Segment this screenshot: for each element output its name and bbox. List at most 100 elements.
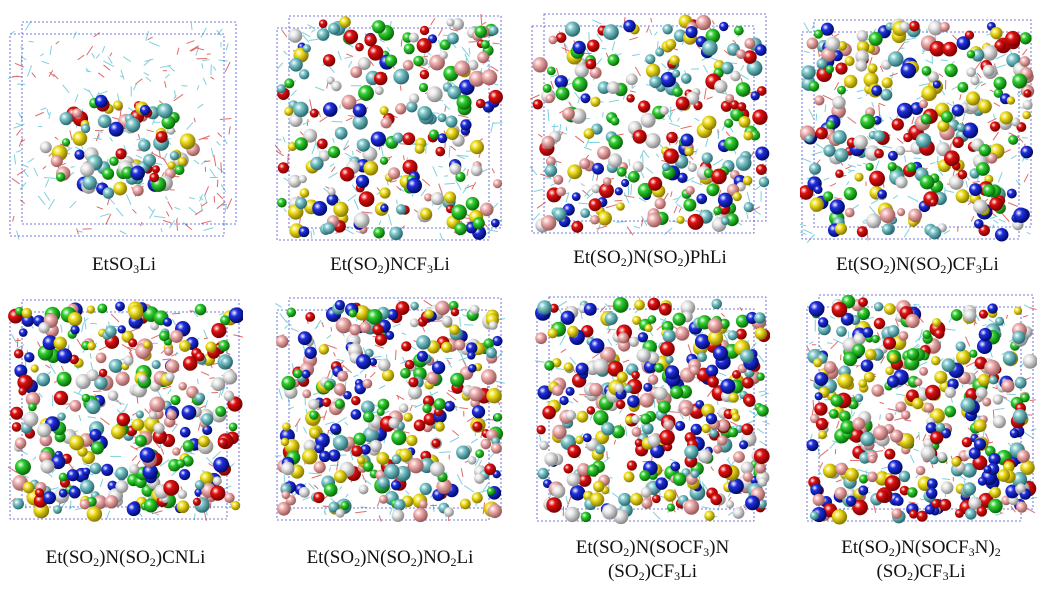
bond — [106, 511, 109, 520]
atom — [922, 330, 931, 339]
atom — [340, 501, 349, 510]
atom — [105, 326, 117, 338]
bond — [319, 111, 321, 117]
atom — [391, 430, 406, 445]
atom — [969, 350, 977, 358]
bond — [123, 57, 131, 62]
atom — [605, 312, 618, 325]
bond — [897, 138, 903, 143]
atom — [818, 317, 828, 327]
bond — [759, 355, 765, 362]
atom — [920, 175, 935, 190]
bond — [96, 54, 99, 59]
bond — [310, 99, 312, 111]
atom — [420, 208, 432, 220]
bond — [432, 113, 439, 114]
bond — [593, 172, 595, 181]
atom — [1013, 207, 1029, 223]
atom — [422, 404, 431, 413]
atom — [392, 509, 405, 522]
atom — [299, 226, 310, 237]
atom — [377, 408, 385, 416]
atom — [1016, 501, 1027, 512]
bond — [719, 373, 726, 376]
atom — [861, 359, 874, 372]
atom — [532, 57, 547, 72]
atom — [1019, 32, 1031, 44]
atom — [456, 445, 470, 459]
atom — [183, 356, 198, 371]
bond — [694, 118, 699, 121]
atom — [926, 487, 937, 498]
atom — [393, 132, 404, 143]
atom — [572, 192, 581, 201]
caption-text: Li — [433, 254, 450, 275]
atom — [721, 217, 729, 225]
atom — [930, 431, 943, 444]
atom — [402, 132, 415, 145]
atom — [960, 398, 975, 413]
atom — [908, 208, 922, 222]
atom — [353, 433, 366, 446]
atom — [487, 487, 495, 495]
atom — [15, 459, 31, 475]
bond — [75, 94, 78, 102]
atom — [867, 471, 878, 482]
bond — [311, 231, 312, 239]
atom — [993, 394, 1003, 404]
atom — [179, 340, 191, 352]
atom — [713, 445, 722, 454]
atom — [951, 309, 963, 321]
atom — [472, 421, 482, 431]
bond — [197, 379, 198, 384]
atom — [858, 379, 867, 388]
atom — [486, 347, 497, 358]
atom — [409, 33, 419, 43]
atom — [973, 199, 988, 214]
bond — [339, 486, 341, 489]
atom — [299, 487, 310, 498]
atom — [37, 423, 51, 437]
atom — [922, 66, 932, 76]
bond — [16, 130, 20, 136]
atom — [570, 485, 585, 500]
atom — [988, 499, 1003, 514]
atom — [170, 395, 180, 405]
atom — [167, 410, 177, 420]
bond — [221, 162, 222, 173]
bond — [84, 317, 86, 329]
bond — [126, 194, 131, 204]
atom — [177, 500, 190, 513]
bond — [905, 420, 912, 421]
atom — [415, 144, 425, 154]
bond — [914, 449, 919, 451]
bond — [581, 183, 585, 185]
bond — [49, 70, 53, 76]
bond — [905, 38, 916, 40]
atom — [408, 386, 422, 400]
atom — [607, 81, 620, 94]
atom — [939, 499, 951, 511]
atom — [865, 349, 876, 360]
bond — [566, 496, 568, 506]
bond — [802, 158, 810, 162]
atom — [401, 341, 411, 351]
atom — [814, 95, 824, 105]
bond — [1024, 305, 1030, 308]
atom — [109, 359, 123, 373]
bond — [177, 48, 179, 55]
bond — [168, 389, 171, 394]
atom — [756, 373, 764, 381]
bond — [607, 451, 608, 458]
atom — [673, 313, 686, 326]
atom — [907, 162, 917, 172]
bond — [993, 132, 999, 140]
simulation-snapshot — [530, 12, 770, 237]
bond — [422, 179, 430, 186]
atom — [299, 175, 307, 183]
bond — [918, 362, 927, 366]
atom — [562, 107, 575, 120]
atom — [966, 91, 980, 105]
simulation-snapshot — [8, 20, 240, 240]
atom — [577, 411, 589, 423]
